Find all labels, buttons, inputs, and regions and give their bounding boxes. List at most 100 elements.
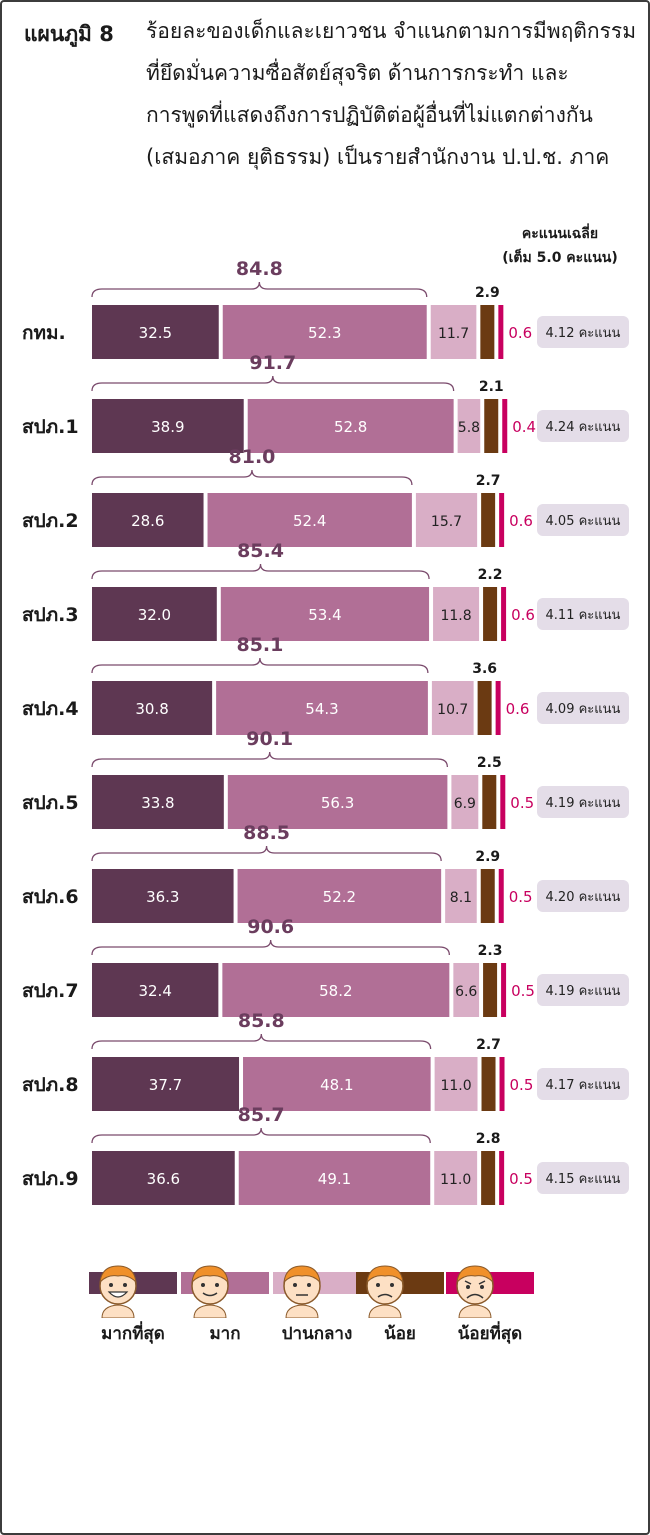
data-label: 5.8 — [458, 420, 480, 436]
data-label: 10.7 — [437, 702, 468, 718]
bar-segment — [207, 493, 412, 547]
data-label: 49.1 — [318, 1170, 351, 1188]
bar-segment — [477, 681, 492, 735]
title-line-2: ที่ยึดมั่นความซื่อสัตย์สุจริต ด้านการกระ… — [146, 61, 569, 85]
data-label: 3.6 — [472, 661, 497, 677]
data-label: 0.6 — [509, 512, 533, 530]
data-label: 0.4 — [512, 418, 536, 436]
legend-item-least: น้อยที่สุด — [445, 1260, 535, 1347]
data-label: 53.4 — [308, 606, 341, 624]
score-box — [537, 316, 629, 348]
data-label: 0.6 — [511, 606, 535, 624]
combined-top2-label: 84.8 — [236, 258, 283, 280]
bar-segment — [482, 775, 497, 829]
category-label: สปภ.7 — [22, 980, 79, 1002]
legend-label-most: มากที่สุด — [101, 1324, 165, 1344]
data-label: 8.1 — [450, 890, 472, 906]
data-label: 58.2 — [319, 982, 352, 1000]
bar-segment — [92, 399, 244, 453]
category-label: สปภ.3 — [22, 604, 79, 626]
score-label: 4.09 คะแนน — [546, 702, 621, 717]
legend-label-least: น้อยที่สุด — [457, 1324, 523, 1344]
top2-brace — [91, 375, 455, 392]
combined-top2-label: 90.6 — [247, 916, 294, 938]
data-label: 52.4 — [293, 512, 326, 530]
bar-segment — [501, 587, 507, 641]
combined-top2-label: 90.1 — [246, 728, 293, 750]
data-label: 0.5 — [509, 1170, 533, 1188]
bar-segment — [480, 305, 495, 359]
bar-segment — [483, 587, 498, 641]
bar-segment — [222, 963, 450, 1017]
bar-segment — [453, 963, 480, 1017]
score-box — [537, 1068, 629, 1100]
top2-brace — [91, 1127, 431, 1144]
score-header-line-1: คะแนนเฉลี่ย — [521, 226, 599, 242]
score-label: 4.19 คะแนน — [546, 984, 621, 999]
data-label: 2.1 — [479, 379, 504, 395]
combined-top2-label: 85.4 — [237, 540, 284, 562]
title-line-4: (เสมอภาค ยุติธรรม) เป็นรายสำนักงาน ป.ป.ช… — [146, 145, 610, 169]
data-label: 0.6 — [508, 324, 532, 342]
top2-brace — [91, 469, 413, 486]
data-label: 52.3 — [308, 324, 341, 342]
bar-segment — [481, 1151, 496, 1205]
data-label: 32.0 — [138, 606, 171, 624]
data-label: 56.3 — [321, 794, 354, 812]
score-box — [537, 1162, 629, 1194]
data-label: 30.8 — [135, 700, 168, 718]
data-label: 11.8 — [440, 608, 471, 624]
bar-segment — [92, 1057, 240, 1111]
bar-segment — [238, 1151, 431, 1205]
category-label: สปภ.6 — [22, 886, 79, 908]
legend-label-little: น้อย — [384, 1324, 416, 1344]
legend-item-most: มากที่สุด — [88, 1260, 178, 1347]
data-label: 2.3 — [478, 943, 503, 959]
bar-segment — [92, 1151, 235, 1205]
data-label: 32.4 — [138, 982, 171, 1000]
chart-title: ร้อยละของเด็กและเยาวชน จำแนกตามการมีพฤติ… — [146, 10, 636, 178]
data-label: 2.5 — [477, 755, 502, 771]
bar-segment — [434, 1057, 478, 1111]
legend-item-much: มาก — [180, 1260, 270, 1347]
title-line-1: ร้อยละของเด็กและเยาวชน จำแนกตามการมีพฤติ… — [146, 19, 637, 43]
data-label: 6.9 — [454, 796, 476, 812]
category-label: สปภ.5 — [22, 792, 79, 814]
category-label: กทม. — [22, 322, 66, 344]
data-label: 11.0 — [440, 1078, 471, 1094]
bar-segment — [495, 681, 501, 735]
bar-segment — [92, 963, 219, 1017]
face-very-happy-icon — [99, 1265, 137, 1318]
top2-brace — [91, 845, 442, 862]
bar-segment — [227, 775, 448, 829]
data-label: 2.9 — [475, 849, 500, 865]
data-label: 28.6 — [131, 512, 164, 530]
bar-segment — [216, 681, 428, 735]
bar-segment — [502, 399, 508, 453]
data-label: 36.6 — [147, 1170, 180, 1188]
top2-brace — [91, 751, 449, 768]
data-label: 2.8 — [476, 1131, 501, 1147]
bar-segment — [243, 1057, 431, 1111]
score-label: 4.19 คะแนน — [546, 796, 621, 811]
data-label: 52.2 — [323, 888, 356, 906]
score-label: 4.15 คะแนน — [546, 1172, 621, 1187]
score-label: 4.05 คะแนน — [546, 514, 621, 529]
data-label: 2.7 — [476, 1037, 501, 1053]
data-label: 2.9 — [475, 285, 500, 301]
data-label: 15.7 — [431, 514, 462, 530]
legend-label-much: มาก — [209, 1324, 241, 1344]
bar-segment — [457, 399, 481, 453]
bar-segment — [222, 305, 427, 359]
legend: มากที่สุด มาก ปานกลาง — [0, 1260, 650, 1500]
score-box — [537, 598, 629, 630]
top2-brace — [91, 281, 428, 298]
data-label: 54.3 — [305, 700, 338, 718]
data-label: 2.2 — [478, 567, 503, 583]
bar-segment — [445, 869, 477, 923]
bar-segment — [92, 305, 219, 359]
score-box — [537, 786, 629, 818]
category-label: สปภ.4 — [22, 698, 79, 720]
